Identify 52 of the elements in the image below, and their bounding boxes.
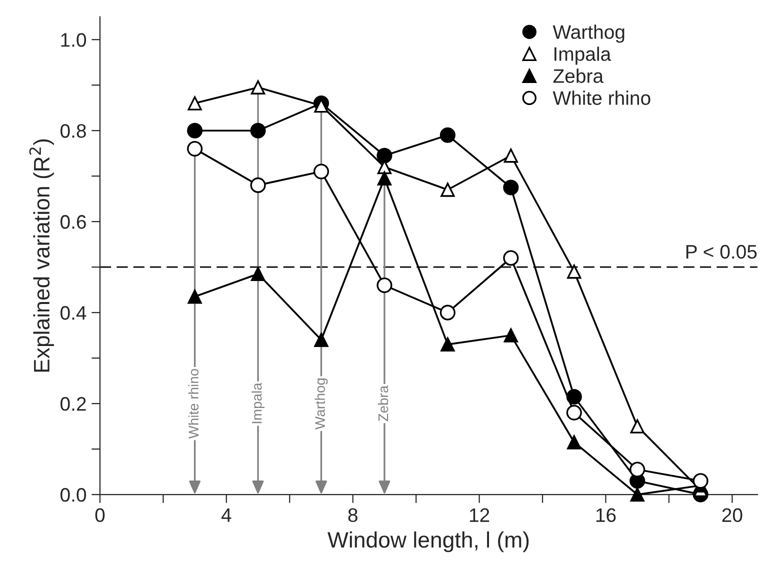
x-tick-label: 12 bbox=[470, 508, 490, 522]
y-tick-label: 1.0 bbox=[61, 33, 86, 47]
point bbox=[440, 337, 455, 352]
point bbox=[567, 435, 582, 450]
point bbox=[630, 419, 644, 434]
legend-label: White rhino bbox=[552, 90, 650, 105]
point bbox=[440, 127, 456, 143]
point bbox=[566, 388, 582, 405]
point bbox=[440, 304, 456, 320]
point bbox=[314, 332, 328, 347]
y-axis-title: Explained variation (R$^{2}$) bbox=[29, 139, 54, 372]
annotation: Zebra bbox=[378, 385, 388, 422]
x-tick-label: 4 bbox=[221, 508, 232, 522]
x-axis-title: Window length, l (m) bbox=[328, 531, 529, 552]
x-tick-label: 8 bbox=[348, 508, 358, 522]
annotation: White rhino bbox=[188, 369, 199, 439]
point bbox=[567, 264, 582, 279]
annotation: Impala bbox=[252, 382, 264, 424]
point bbox=[504, 328, 518, 342]
point bbox=[377, 171, 392, 186]
point bbox=[503, 180, 519, 196]
point bbox=[503, 250, 519, 266]
point bbox=[376, 278, 392, 294]
point bbox=[250, 266, 266, 281]
point bbox=[250, 80, 266, 94]
text: 0.0 bbox=[60, 488, 86, 502]
point bbox=[187, 122, 203, 138]
legend-label: Warthog bbox=[552, 24, 624, 43]
point bbox=[250, 122, 266, 138]
point bbox=[630, 487, 644, 502]
x-tick-label: 16 bbox=[596, 508, 616, 522]
point bbox=[188, 290, 202, 304]
y-tick-label: 0.8 bbox=[60, 124, 86, 138]
point bbox=[376, 148, 392, 164]
x-tick-label: 0 bbox=[95, 508, 105, 522]
point bbox=[566, 404, 582, 420]
point bbox=[630, 462, 646, 478]
point bbox=[504, 148, 518, 163]
legend-label: Impala bbox=[554, 46, 612, 65]
point bbox=[187, 141, 203, 157]
y-tick-label: 0.6 bbox=[60, 215, 86, 229]
y-tick-label: 0.4 bbox=[60, 306, 86, 320]
point bbox=[250, 177, 266, 193]
x-tick-label: 20 bbox=[722, 508, 742, 522]
y-tick-label: 0.2 bbox=[60, 397, 86, 411]
point bbox=[188, 96, 202, 110]
ref-line-label: P < 0.05 bbox=[686, 244, 757, 259]
annotation: Warthog bbox=[314, 378, 328, 430]
legend-label: Zebra bbox=[553, 68, 604, 83]
point bbox=[440, 182, 455, 197]
point bbox=[692, 473, 708, 489]
point bbox=[313, 164, 330, 180]
